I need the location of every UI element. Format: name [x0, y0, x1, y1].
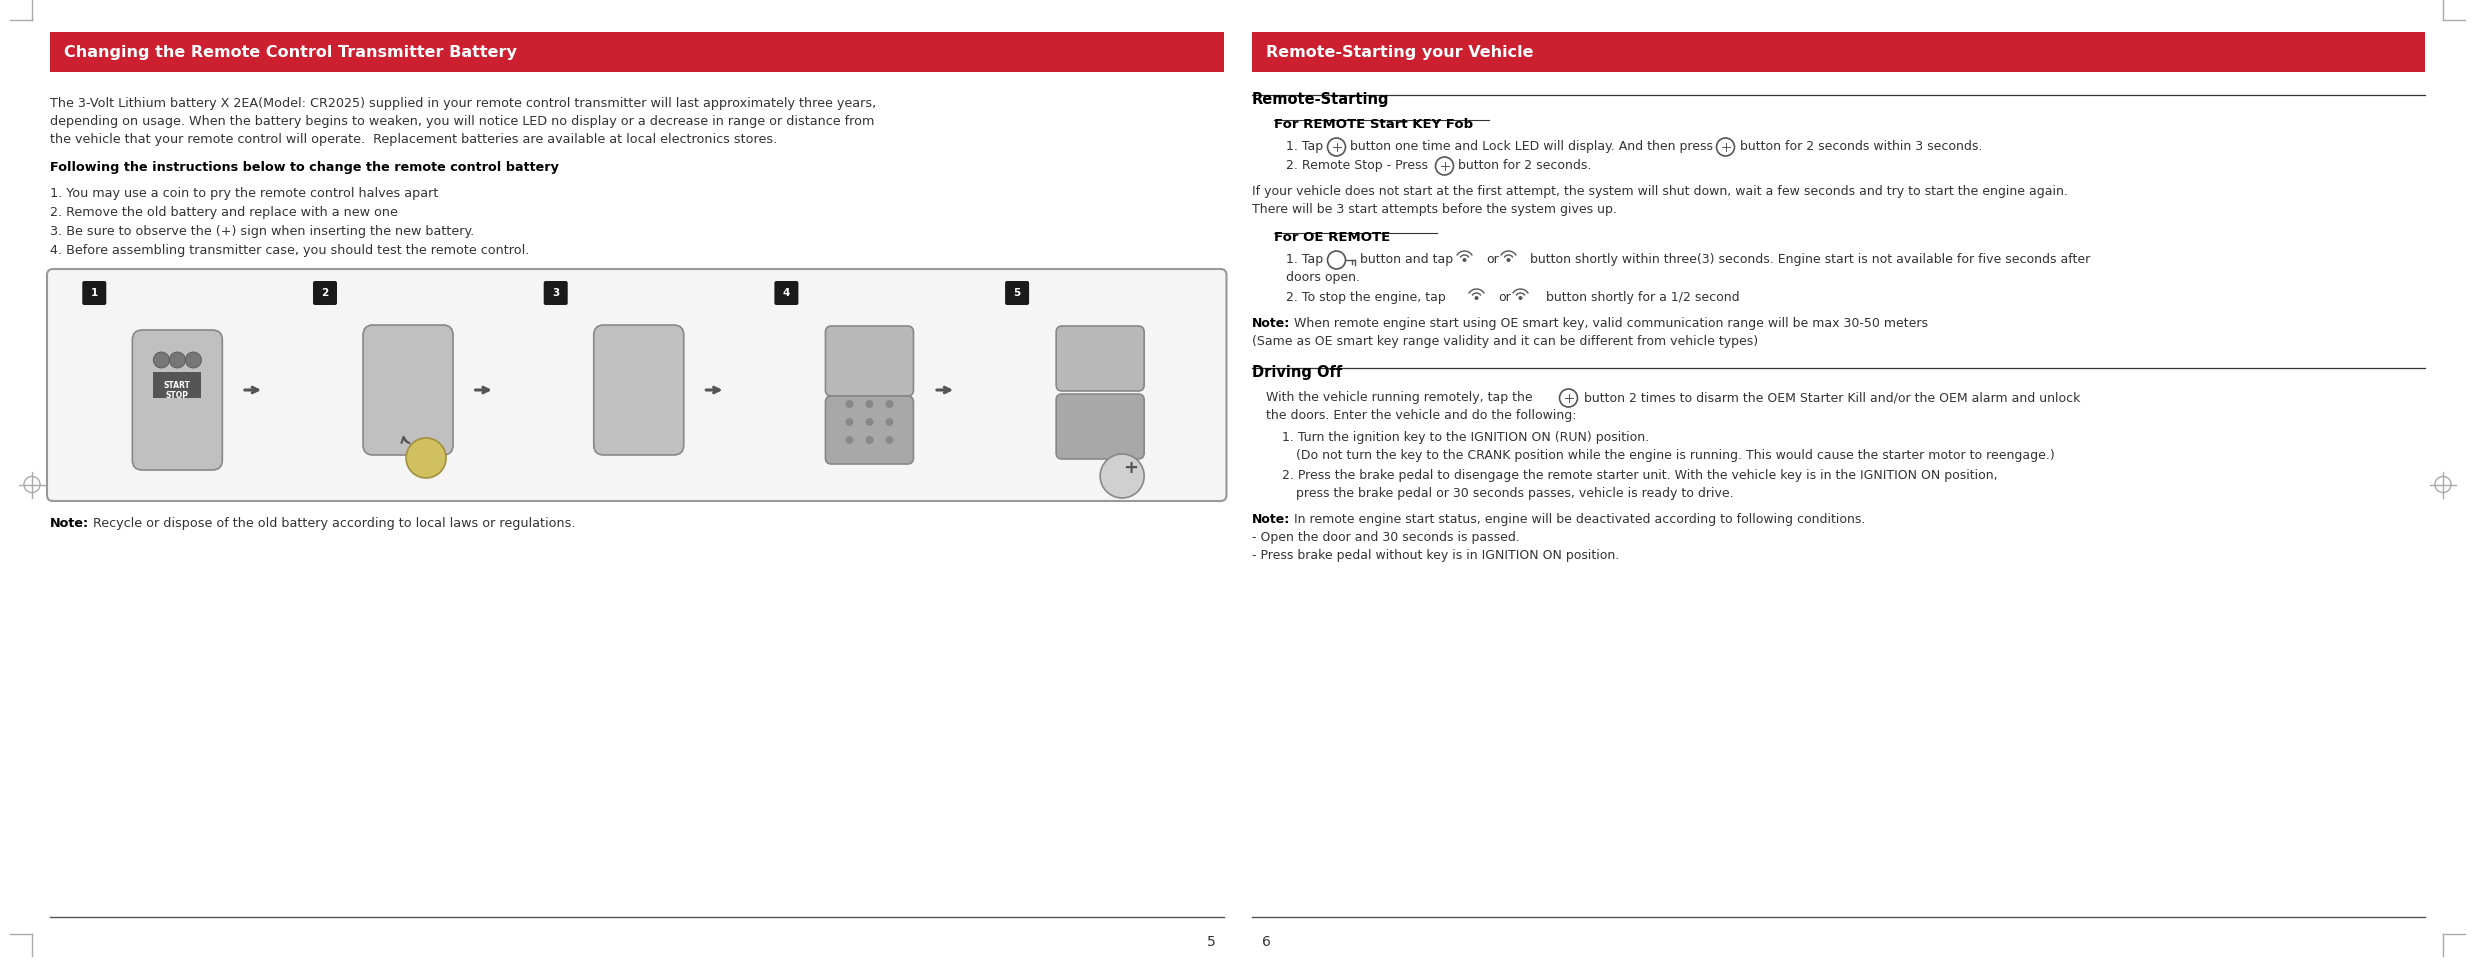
- Text: Note:: Note:: [1252, 513, 1289, 526]
- Text: 5: 5: [1012, 288, 1020, 298]
- Circle shape: [186, 352, 200, 368]
- Circle shape: [866, 436, 874, 444]
- FancyBboxPatch shape: [364, 325, 453, 455]
- Text: For REMOTE Start KEY Fob: For REMOTE Start KEY Fob: [1275, 118, 1473, 131]
- Text: 3: 3: [552, 288, 559, 298]
- FancyBboxPatch shape: [594, 325, 683, 455]
- Circle shape: [866, 400, 874, 408]
- Circle shape: [866, 418, 874, 426]
- Text: press the brake pedal or 30 seconds passes, vehicle is ready to drive.: press the brake pedal or 30 seconds pass…: [1297, 487, 1735, 500]
- Circle shape: [1475, 296, 1478, 300]
- Text: 2. Press the brake pedal to disengage the remote starter unit. With the vehicle : 2. Press the brake pedal to disengage th…: [1282, 469, 1997, 482]
- Text: 2. Remove the old battery and replace with a new one: 2. Remove the old battery and replace wi…: [50, 206, 398, 219]
- Text: Note:: Note:: [1252, 317, 1289, 330]
- Text: button shortly within three(3) seconds. Engine start is not available for five s: button shortly within three(3) seconds. …: [1530, 253, 2091, 266]
- Circle shape: [1463, 258, 1468, 262]
- Text: - Open the door and 30 seconds is passed.: - Open the door and 30 seconds is passed…: [1252, 531, 1520, 544]
- Circle shape: [406, 438, 446, 478]
- Text: doors open.: doors open.: [1287, 271, 1361, 284]
- Text: button for 2 seconds.: button for 2 seconds.: [1458, 159, 1591, 172]
- Text: button 2 times to disarm the OEM Starter Kill and/or the OEM alarm and unlock: button 2 times to disarm the OEM Starter…: [1584, 391, 2081, 404]
- Text: Driving Off: Driving Off: [1252, 365, 1341, 380]
- FancyBboxPatch shape: [82, 281, 106, 305]
- Text: the doors. Enter the vehicle and do the following:: the doors. Enter the vehicle and do the …: [1267, 409, 1577, 422]
- Circle shape: [886, 400, 893, 408]
- Bar: [50, 32, 1223, 72]
- Text: Changing the Remote Control Transmitter Battery: Changing the Remote Control Transmitter …: [64, 45, 517, 59]
- Text: If your vehicle does not start at the first attempt, the system will shut down, : If your vehicle does not start at the fi…: [1252, 185, 2067, 198]
- Text: button shortly for a 1/2 second: button shortly for a 1/2 second: [1542, 291, 1740, 304]
- Text: +: +: [1124, 459, 1138, 477]
- Text: 5: 5: [1208, 935, 1215, 949]
- Text: 4. Before assembling transmitter case, you should test the remote control.: 4. Before assembling transmitter case, y…: [50, 244, 530, 257]
- FancyBboxPatch shape: [827, 396, 913, 464]
- Circle shape: [886, 418, 893, 426]
- Circle shape: [153, 352, 168, 368]
- Circle shape: [846, 418, 854, 426]
- FancyBboxPatch shape: [131, 330, 223, 470]
- Text: Note:: Note:: [50, 517, 89, 530]
- Text: (Do not turn the key to the CRANK position while the engine is running. This wou: (Do not turn the key to the CRANK positi…: [1297, 449, 2054, 462]
- Bar: [153, 372, 200, 398]
- Text: Remote-Starting: Remote-Starting: [1252, 92, 1388, 107]
- Text: There will be 3 start attempts before the system gives up.: There will be 3 start attempts before th…: [1252, 203, 1616, 216]
- Text: 6: 6: [1262, 935, 1272, 949]
- Circle shape: [1507, 258, 1510, 262]
- FancyBboxPatch shape: [1057, 326, 1143, 391]
- Text: 2. To stop the engine, tap: 2. To stop the engine, tap: [1287, 291, 1445, 304]
- Text: 2. Remote Stop - Press: 2. Remote Stop - Press: [1287, 159, 1428, 172]
- Text: 2: 2: [322, 288, 329, 298]
- Text: 4: 4: [782, 288, 790, 298]
- Text: the vehicle that your remote control will operate.  Replacement batteries are av: the vehicle that your remote control wil…: [50, 133, 777, 146]
- Text: Following the instructions below to change the remote control battery: Following the instructions below to chan…: [50, 161, 559, 174]
- Text: 3. Be sure to observe the (+) sign when inserting the new battery.: 3. Be sure to observe the (+) sign when …: [50, 225, 475, 238]
- Text: button one time and Lock LED will display. And then press: button one time and Lock LED will displa…: [1351, 140, 1713, 153]
- Text: - Press brake pedal without key is in IGNITION ON position.: - Press brake pedal without key is in IG…: [1252, 549, 1619, 562]
- Text: Recycle or dispose of the old battery according to local laws or regulations.: Recycle or dispose of the old battery ac…: [94, 517, 577, 530]
- Text: 1. Tap: 1. Tap: [1287, 253, 1324, 266]
- Text: START: START: [163, 381, 191, 390]
- Text: 1. Turn the ignition key to the IGNITION ON (RUN) position.: 1. Turn the ignition key to the IGNITION…: [1282, 431, 1648, 444]
- Text: button and tap: button and tap: [1361, 253, 1453, 266]
- Text: When remote engine start using OE smart key, valid communication range will be m: When remote engine start using OE smart …: [1294, 317, 1928, 330]
- FancyBboxPatch shape: [1057, 394, 1143, 459]
- Text: depending on usage. When the battery begins to weaken, you will notice LED no di: depending on usage. When the battery beg…: [50, 115, 874, 128]
- FancyBboxPatch shape: [827, 326, 913, 396]
- Text: In remote engine start status, engine will be deactivated according to following: In remote engine start status, engine wi…: [1294, 513, 1866, 526]
- Bar: [1252, 32, 2426, 72]
- Text: or: or: [1497, 291, 1512, 304]
- FancyBboxPatch shape: [312, 281, 337, 305]
- Text: or: or: [1487, 253, 1500, 266]
- Text: For OE REMOTE: For OE REMOTE: [1275, 231, 1391, 244]
- Circle shape: [1101, 454, 1143, 498]
- Text: With the vehicle running remotely, tap the: With the vehicle running remotely, tap t…: [1267, 391, 1532, 404]
- FancyBboxPatch shape: [775, 281, 799, 305]
- Text: STOP: STOP: [166, 391, 188, 399]
- Circle shape: [846, 400, 854, 408]
- Text: 1. Tap: 1. Tap: [1287, 140, 1324, 153]
- Circle shape: [168, 352, 186, 368]
- Text: Remote-Starting your Vehicle: Remote-Starting your Vehicle: [1265, 45, 1532, 59]
- Circle shape: [886, 436, 893, 444]
- Text: 1: 1: [92, 288, 99, 298]
- Text: 1. You may use a coin to pry the remote control halves apart: 1. You may use a coin to pry the remote …: [50, 187, 438, 200]
- Text: The 3-Volt Lithium battery X 2EA(Model: CR2025) supplied in your remote control : The 3-Volt Lithium battery X 2EA(Model: …: [50, 97, 876, 110]
- Text: (Same as OE smart key range validity and it can be different from vehicle types): (Same as OE smart key range validity and…: [1252, 335, 1757, 348]
- FancyBboxPatch shape: [544, 281, 567, 305]
- Circle shape: [846, 436, 854, 444]
- Text: button for 2 seconds within 3 seconds.: button for 2 seconds within 3 seconds.: [1740, 140, 1982, 153]
- Circle shape: [1520, 296, 1522, 300]
- FancyBboxPatch shape: [47, 269, 1228, 501]
- FancyBboxPatch shape: [1005, 281, 1030, 305]
